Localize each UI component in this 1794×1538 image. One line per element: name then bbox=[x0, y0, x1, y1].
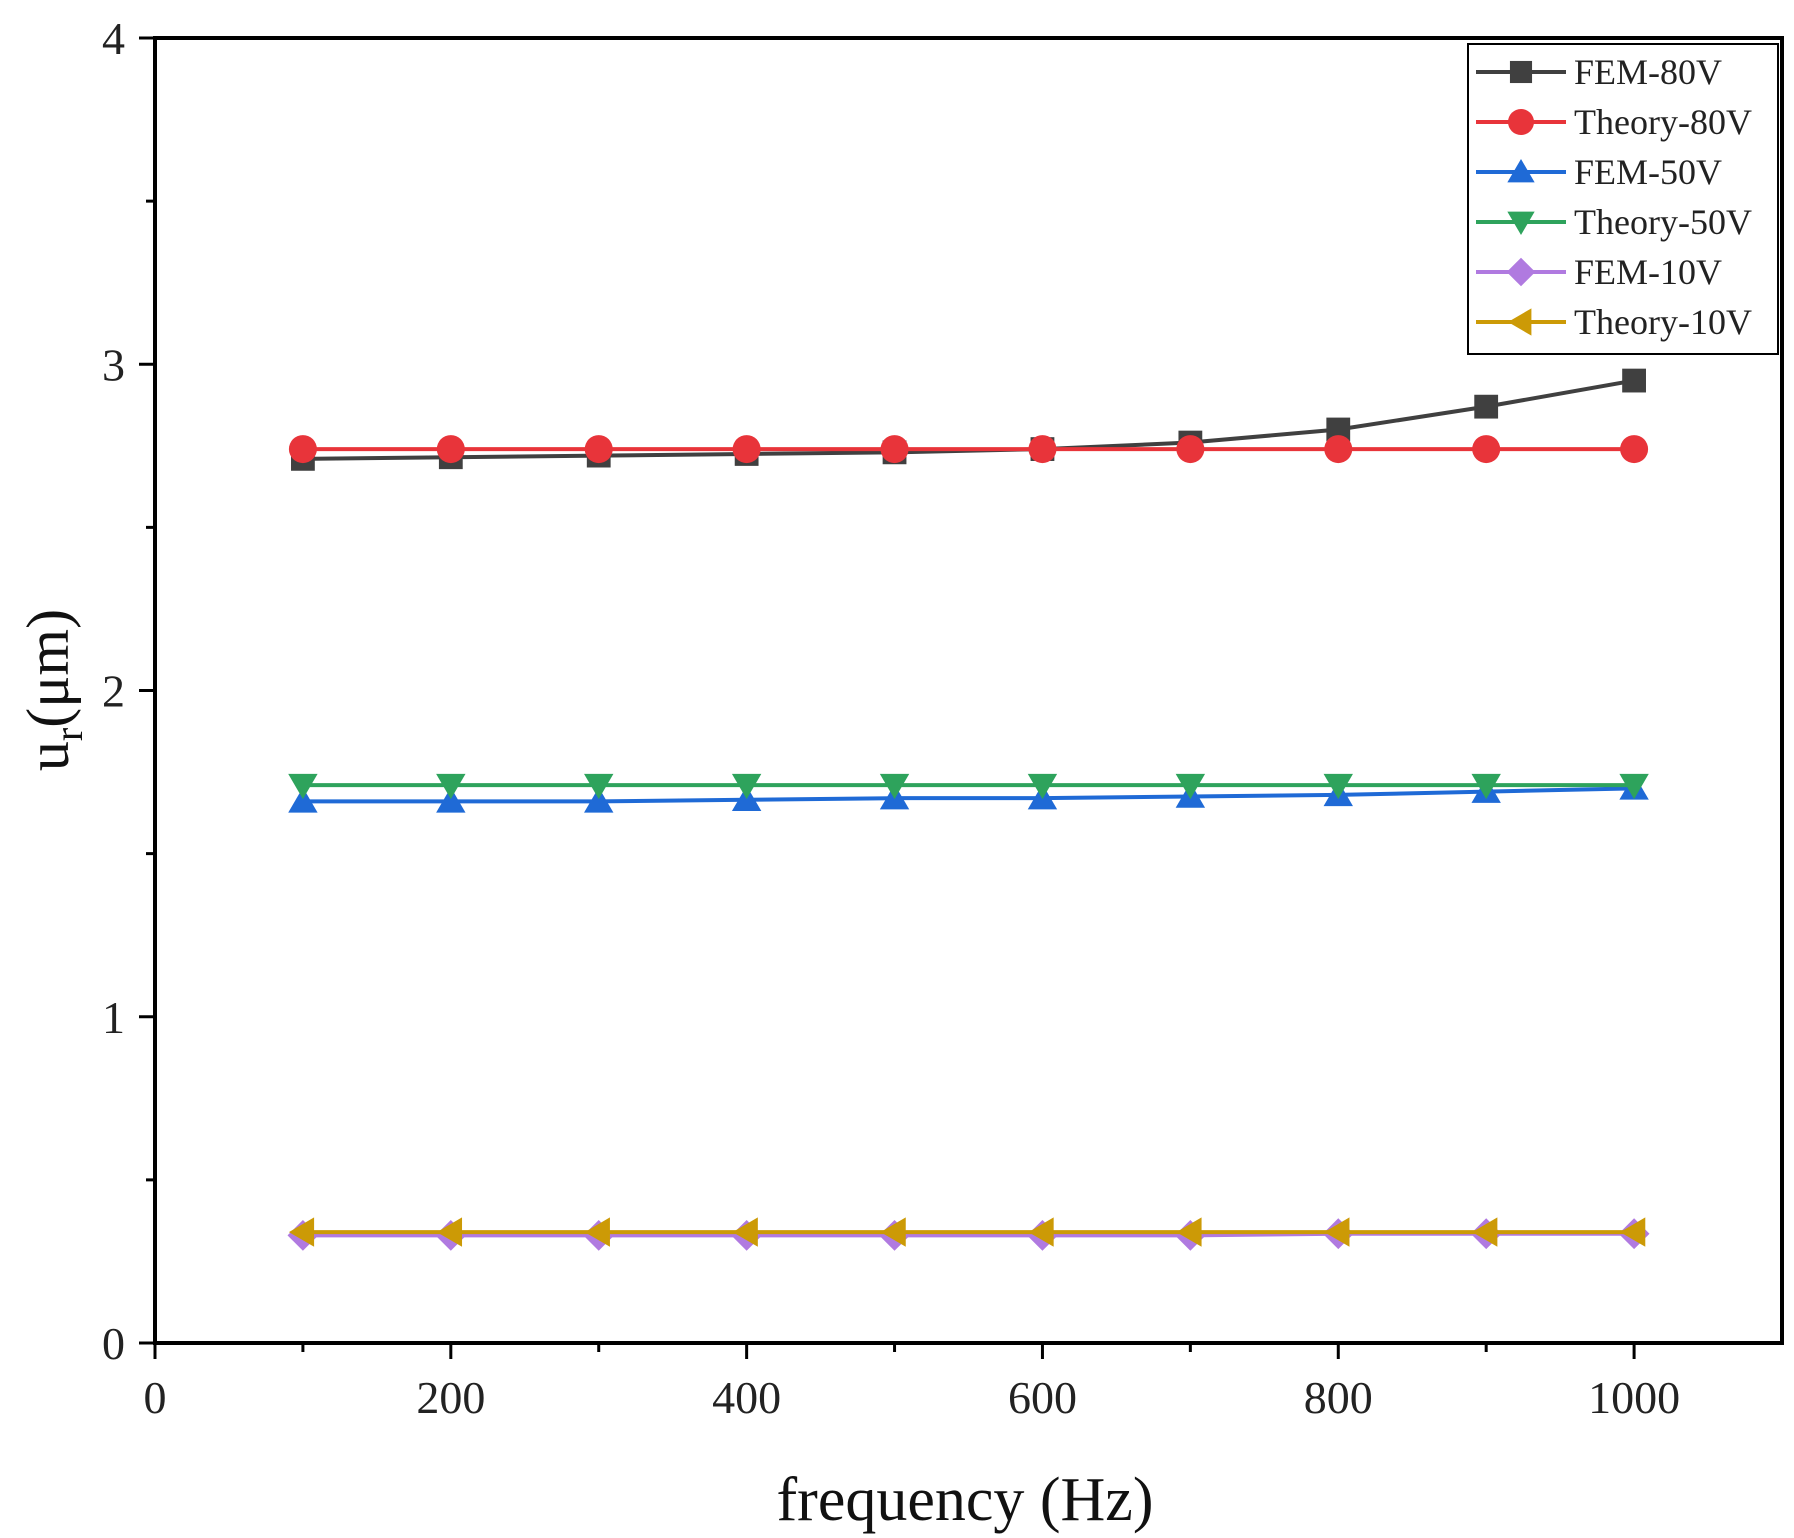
x-axis-title: frequency (Hz) bbox=[777, 1466, 1154, 1534]
data-point bbox=[1176, 435, 1205, 464]
legend-item: Theory-50V bbox=[1476, 202, 1752, 242]
y-tick-label: 4 bbox=[102, 13, 125, 64]
data-point bbox=[1474, 394, 1499, 419]
plot-frame bbox=[153, 36, 1784, 1345]
data-point bbox=[584, 1217, 610, 1247]
data-point bbox=[731, 773, 762, 800]
legend-item: FEM-50V bbox=[1476, 152, 1722, 192]
series-theory-10v bbox=[288, 1217, 1646, 1247]
y-axis-title-base: u bbox=[15, 741, 81, 771]
legend-marker bbox=[1508, 308, 1532, 336]
x-tick-label: 1000 bbox=[1588, 1372, 1680, 1423]
legend-marker bbox=[1509, 60, 1533, 84]
y-tick-label: 2 bbox=[102, 666, 125, 717]
data-point bbox=[1027, 773, 1058, 800]
data-point bbox=[1619, 773, 1649, 800]
legend-box bbox=[1467, 43, 1779, 355]
data-point bbox=[584, 435, 613, 464]
x-tick-label: 0 bbox=[144, 1372, 167, 1423]
data-point bbox=[436, 773, 466, 800]
data-point bbox=[436, 435, 465, 464]
data-point bbox=[1324, 1217, 1350, 1247]
data-point bbox=[732, 1217, 758, 1247]
legend-label: FEM-50V bbox=[1574, 152, 1722, 192]
data-point bbox=[288, 773, 318, 800]
legend-label: Theory-80V bbox=[1574, 102, 1752, 142]
data-point bbox=[288, 435, 317, 464]
data-point bbox=[1324, 435, 1353, 464]
legend-marker bbox=[1506, 257, 1536, 287]
data-point bbox=[1326, 417, 1351, 442]
data-point bbox=[584, 773, 614, 800]
x-tick-label: 800 bbox=[1304, 1372, 1373, 1423]
x-tick-label: 200 bbox=[416, 1372, 485, 1423]
y-tick-label: 0 bbox=[102, 1318, 125, 1369]
legend-item: FEM-80V bbox=[1476, 52, 1722, 92]
data-point bbox=[436, 787, 466, 813]
axis-tick-labels: 0 200 400 600 800 1000 0 1 2 3 4 bbox=[102, 13, 1680, 1423]
legend-label: Theory-10V bbox=[1574, 302, 1752, 342]
y-axis-title-subscript: r bbox=[46, 728, 91, 741]
legend-marker bbox=[1507, 159, 1535, 183]
legend-marker bbox=[1507, 211, 1535, 235]
data-point bbox=[436, 1217, 463, 1247]
data-point bbox=[288, 787, 318, 813]
y-tick-label: 1 bbox=[102, 992, 125, 1043]
series-layer bbox=[287, 368, 1650, 1251]
x-tick-label: 600 bbox=[1008, 1372, 1077, 1423]
legend: FEM-80V Theory-80V FEM-50V Theory-50V FEM-10… bbox=[1467, 43, 1779, 355]
data-point bbox=[1175, 773, 1206, 800]
series-line bbox=[302, 786, 1635, 804]
data-point bbox=[1620, 435, 1649, 464]
legend-label: FEM-10V bbox=[1574, 252, 1722, 292]
legend-label: Theory-50V bbox=[1574, 202, 1752, 242]
data-point bbox=[1176, 1217, 1202, 1247]
data-point bbox=[880, 1217, 906, 1247]
data-point bbox=[1323, 773, 1353, 800]
legend-marker bbox=[1508, 109, 1534, 135]
series-theory-50v bbox=[288, 773, 1649, 800]
data-point bbox=[732, 435, 761, 464]
legend-label: FEM-80V bbox=[1574, 52, 1722, 92]
y-axis-title: ur(μm) bbox=[15, 609, 91, 771]
data-point bbox=[1028, 1217, 1054, 1247]
svg-text:ur(μm): ur(μm) bbox=[15, 609, 91, 771]
data-point bbox=[880, 435, 909, 464]
data-point bbox=[1620, 1217, 1646, 1247]
y-axis-title-unit: (μm) bbox=[15, 609, 81, 728]
data-point bbox=[1471, 773, 1501, 800]
data-point bbox=[288, 1217, 315, 1247]
data-point bbox=[879, 773, 910, 800]
data-point bbox=[1472, 1217, 1498, 1247]
legend-item: FEM-10V bbox=[1476, 252, 1722, 292]
legend-item: Theory-10V bbox=[1476, 302, 1752, 342]
legend-item: Theory-80V bbox=[1476, 102, 1752, 142]
data-point bbox=[1472, 435, 1501, 464]
series-theory-80v bbox=[288, 435, 1649, 464]
y-tick-label: 3 bbox=[102, 339, 125, 390]
data-point bbox=[1028, 435, 1057, 464]
data-point bbox=[1622, 368, 1646, 393]
x-tick-label: 400 bbox=[712, 1372, 781, 1423]
data-point bbox=[584, 787, 614, 813]
